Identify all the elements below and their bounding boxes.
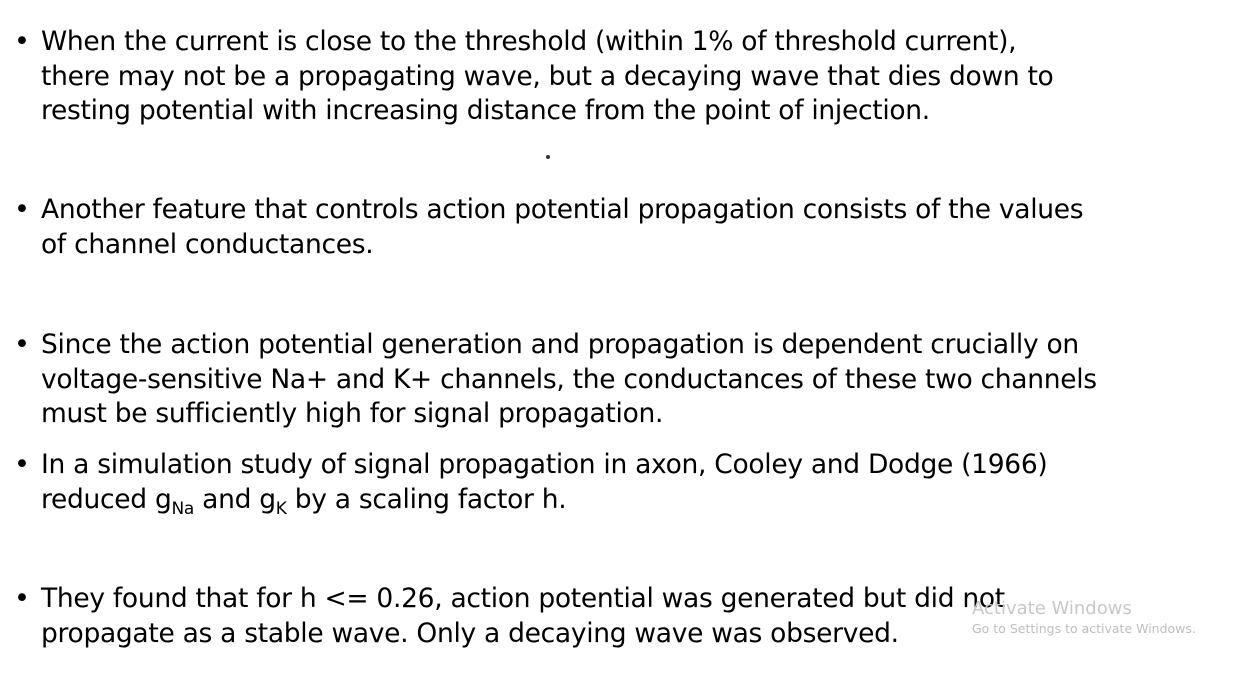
bullet-line: Another feature that controls action pot… [41,194,1084,225]
bullet-symbol: • [14,26,30,57]
bullet-line: propagate as a stable wave. Only a decay… [41,617,899,649]
bullet-text: They found that for h <= 0.26, action po… [41,582,1249,651]
watermark-subtitle: Go to Settings to activate Windows. [972,621,1196,636]
stray-dot [546,155,550,159]
bullet-text: In a simulation study of signal propagat… [41,448,1249,517]
bullet-channel-conductances: • Another feature that controls action p… [14,193,1249,262]
subscript-k: K [275,498,287,519]
text-fragment: by a scaling factor h. [286,483,567,515]
bullet-line: resting potential with increasing distan… [41,95,930,126]
bullet-simulation-study: • In a simulation study of signal propag… [14,448,1249,517]
bullet-line: of channel conductances. [41,228,374,260]
watermark-title: Activate Windows [972,598,1132,619]
bullet-line-with-subscripts: reduced gNa and gK by a scaling factor h… [41,483,1249,518]
bullet-line: voltage-sensitive Na+ and K+ channels, t… [41,363,1097,395]
bullet-text: When the current is close to the thresho… [41,25,1249,129]
bullet-line: In a simulation study of signal propagat… [41,449,1048,480]
subscript-na: Na [171,498,195,519]
bullet-voltage-sensitive-channels: • Since the action potential generation … [14,328,1249,432]
bullet-symbol: • [14,329,30,360]
bullet-symbol: • [14,583,30,614]
bullet-line: must be sufficiently high for signal pro… [41,398,664,429]
bullet-threshold-current: • When the current is close to the thres… [14,25,1249,129]
bullet-line: there may not be a propagating wave, but… [41,60,1054,92]
activate-windows-watermark: Activate Windows Go to Settings to activ… [972,598,1196,637]
text-fragment: reduced g [41,483,172,515]
bullet-line: They found that for h <= 0.26, action po… [41,583,1005,614]
text-fragment: and g [194,483,276,515]
bullet-symbol: • [14,194,30,225]
bullet-text: Another feature that controls action pot… [41,193,1249,262]
bullet-text: Since the action potential generation an… [41,328,1249,432]
bullet-line: When the current is close to the thresho… [41,26,1017,57]
bullet-line: Since the action potential generation an… [41,329,1079,360]
bullet-symbol: • [14,449,30,480]
bullet-findings: • They found that for h <= 0.26, action … [14,582,1249,651]
